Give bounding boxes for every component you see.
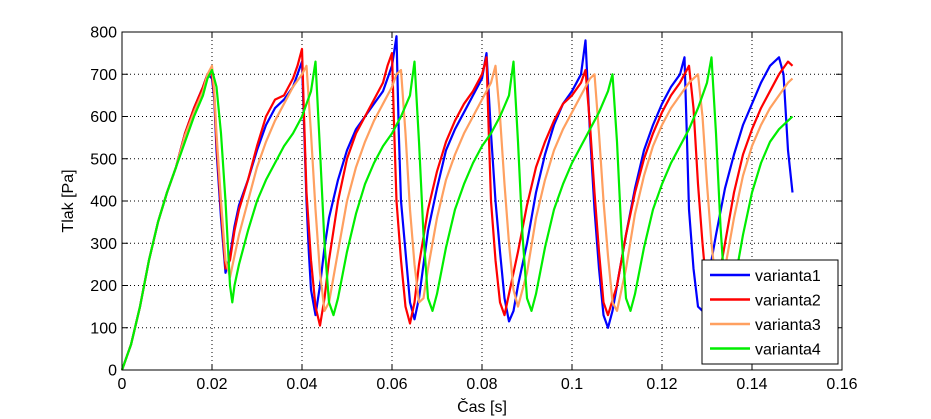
y-tick-label: 100 — [90, 320, 117, 337]
legend-label-varianta4: varianta4 — [755, 342, 821, 359]
y-tick-label: 300 — [90, 236, 117, 253]
x-tick-label: 0.12 — [646, 376, 677, 393]
x-tick-label: 0 — [118, 376, 127, 393]
x-tick-label: 0.06 — [376, 376, 407, 393]
series-line-varianta4 — [120, 56, 794, 371]
series-line-varianta2 — [120, 47, 794, 371]
x-tick-label: 0.08 — [466, 376, 497, 393]
series-layer — [120, 35, 794, 371]
y-tick-label: 500 — [90, 151, 117, 168]
y-tick-label: 0 — [108, 363, 117, 380]
x-tick-label: 0.1 — [561, 376, 583, 393]
x-tick-label: 0.16 — [826, 376, 857, 393]
x-tick-label: 0.02 — [196, 376, 227, 393]
x-axis-label: Čas [s] — [457, 397, 507, 416]
legend-label-varianta1: varianta1 — [755, 268, 821, 285]
x-tick-label: 0.14 — [736, 376, 767, 393]
legend: varianta1 varianta2 varianta3 varianta4 — [701, 259, 839, 365]
legend-label-varianta2: varianta2 — [755, 293, 821, 310]
y-tick-label: 400 — [90, 194, 117, 211]
y-tick-label: 800 — [90, 25, 117, 42]
y-axis-label: Tlak [Pa] — [60, 169, 77, 232]
y-tick-label: 200 — [90, 278, 117, 295]
y-tick-label: 700 — [90, 67, 117, 84]
tick-layer: 0 0.02 0.04 0.06 0.08 0.1 0.12 0.14 0.16 0 100 200 3… — [90, 25, 857, 394]
legend-box — [701, 259, 839, 365]
legend-label-varianta3: varianta3 — [755, 317, 821, 334]
x-tick-label: 0.04 — [286, 376, 317, 393]
y-tick-label: 600 — [90, 109, 117, 126]
